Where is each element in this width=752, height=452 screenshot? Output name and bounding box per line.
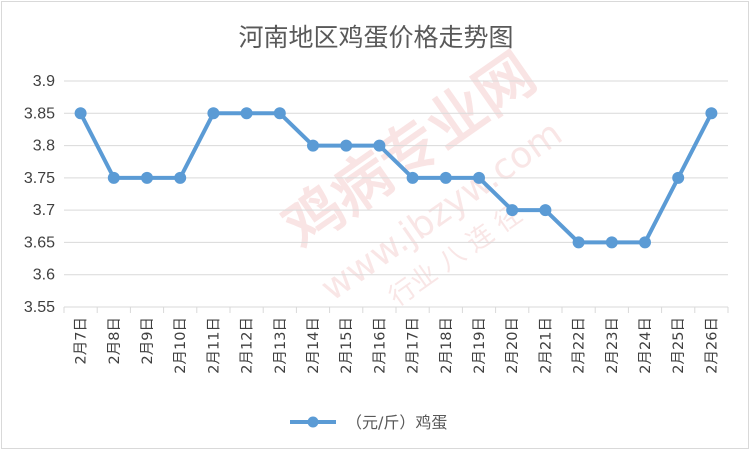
x-tick-label: 2月23日: [605, 317, 621, 374]
data-point: [439, 171, 452, 184]
y-tick-label: 3.9: [33, 73, 55, 90]
data-point: [107, 171, 120, 184]
x-axis: 2月7日 2月8日 2月9日 2月10日 2月11日 2月12日 2月13日 2月14日 2月1…: [63, 307, 729, 374]
data-point: [74, 107, 87, 120]
x-tick-label: 2月15日: [339, 317, 355, 374]
x-tick-label: 2月21日: [538, 317, 554, 374]
x-tick-label: 2月7日: [74, 317, 90, 364]
data-point: [506, 204, 519, 217]
data-point: [340, 139, 353, 152]
data-point: [705, 107, 718, 120]
data-point: [539, 204, 552, 217]
data-point: [605, 236, 618, 249]
x-tick-label: 2月24日: [638, 317, 654, 374]
x-tick-label: 2月11日: [206, 317, 222, 374]
x-tick-label: 2月8日: [107, 317, 123, 364]
y-axis: 3.55 3.6 3.65 3.7 3.75 3.8 3.85 3.9: [24, 73, 55, 316]
y-tick-label: 3.6: [33, 267, 55, 284]
data-point: [672, 171, 685, 184]
data-point: [141, 171, 153, 184]
x-tick-label: 2月26日: [704, 317, 720, 374]
x-tick-label: 2月12日: [240, 317, 256, 374]
y-tick-label: 3.55: [24, 299, 55, 316]
data-point: [174, 171, 187, 184]
data-point: [240, 107, 253, 120]
series-layer: [74, 107, 718, 249]
data-point: [406, 171, 419, 184]
chart-title: 河南地区鸡蛋价格走势图: [238, 23, 513, 52]
y-tick-label: 3.8: [33, 138, 55, 155]
x-tick-label: 2月16日: [372, 317, 388, 374]
x-tick-label: 2月18日: [439, 317, 455, 374]
data-point: [207, 107, 220, 120]
x-tick-label: 2月9日: [140, 317, 156, 364]
y-tick-label: 3.7: [33, 202, 55, 219]
data-point: [639, 236, 651, 249]
legend-marker: [307, 416, 319, 428]
x-tick-label: 2月20日: [505, 317, 521, 374]
x-tick-label: 2月22日: [572, 317, 588, 374]
data-point: [373, 139, 386, 152]
legend: （元/斤）鸡蛋: [290, 413, 447, 432]
y-tick-label: 3.85: [24, 105, 55, 122]
x-tick-label: 2月13日: [273, 317, 289, 374]
legend-label: （元/斤）鸡蛋: [346, 413, 447, 432]
data-point: [307, 139, 319, 152]
x-tick-label: 2月14日: [306, 317, 322, 374]
x-tick-label: 2月10日: [173, 317, 189, 374]
data-point: [572, 236, 585, 249]
y-tick-label: 3.75: [24, 170, 55, 187]
x-tick-label: 2月25日: [671, 317, 687, 374]
x-tick-label: 2月19日: [472, 317, 488, 374]
data-point: [473, 171, 485, 184]
x-tick-label: 2月17日: [406, 317, 422, 374]
y-tick-label: 3.65: [24, 234, 55, 251]
data-point: [273, 107, 286, 120]
